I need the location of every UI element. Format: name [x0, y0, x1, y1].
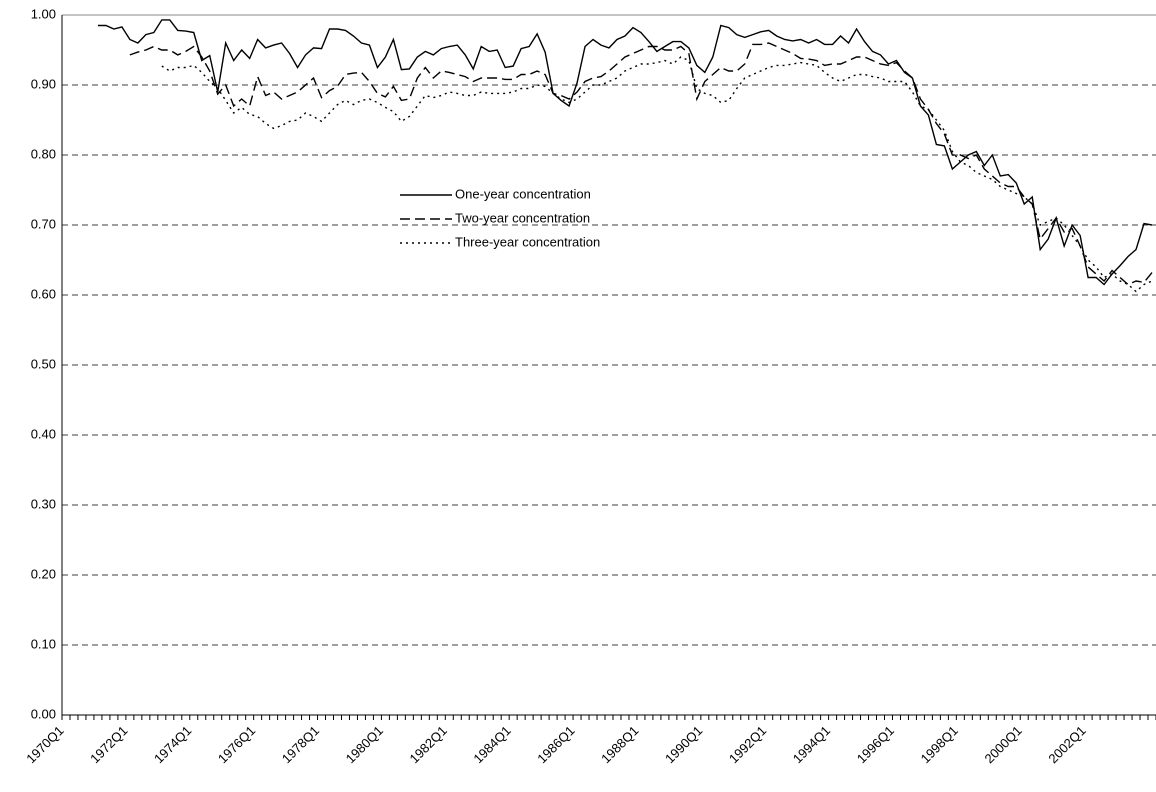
legend-label: Three-year concentration — [455, 234, 600, 249]
x-tick-label: 1994Q1 — [790, 723, 833, 766]
series-line — [161, 56, 1153, 293]
y-tick-label: 0.30 — [31, 496, 56, 511]
y-tick-label: 0.50 — [31, 356, 56, 371]
x-tick-label: 1980Q1 — [343, 723, 386, 766]
y-tick-label: 0.20 — [31, 566, 56, 581]
y-tick-label: 1.00 — [31, 6, 56, 21]
x-tick-label: 2000Q1 — [981, 723, 1024, 766]
y-tick-label: 0.00 — [31, 706, 56, 721]
series-line — [129, 42, 1153, 286]
y-tick-label: 0.10 — [31, 636, 56, 651]
x-tick-label: 1988Q1 — [598, 723, 641, 766]
x-tick-label: 1972Q1 — [87, 723, 130, 766]
y-tick-label: 0.70 — [31, 216, 56, 231]
series-line — [97, 19, 1153, 286]
x-tick-label: 1970Q1 — [23, 723, 66, 766]
x-tick-label: 1992Q1 — [726, 723, 769, 766]
y-tick-label: 0.60 — [31, 286, 56, 301]
x-tick-label: 2002Q1 — [1045, 723, 1088, 766]
x-tick-label: 1990Q1 — [662, 723, 705, 766]
x-tick-label: 1982Q1 — [407, 723, 450, 766]
y-tick-label: 0.80 — [31, 146, 56, 161]
x-tick-label: 1986Q1 — [534, 723, 577, 766]
legend-label: Two-year concentration — [455, 210, 590, 225]
x-tick-label: 1996Q1 — [854, 723, 897, 766]
x-tick-label: 1974Q1 — [151, 723, 194, 766]
y-tick-label: 0.40 — [31, 426, 56, 441]
x-tick-label: 1976Q1 — [215, 723, 258, 766]
x-tick-label: 1984Q1 — [470, 723, 513, 766]
y-tick-label: 0.90 — [31, 76, 56, 91]
x-tick-label: 1978Q1 — [279, 723, 322, 766]
x-tick-label: 1998Q1 — [918, 723, 961, 766]
legend-label: One-year concentration — [455, 186, 591, 201]
